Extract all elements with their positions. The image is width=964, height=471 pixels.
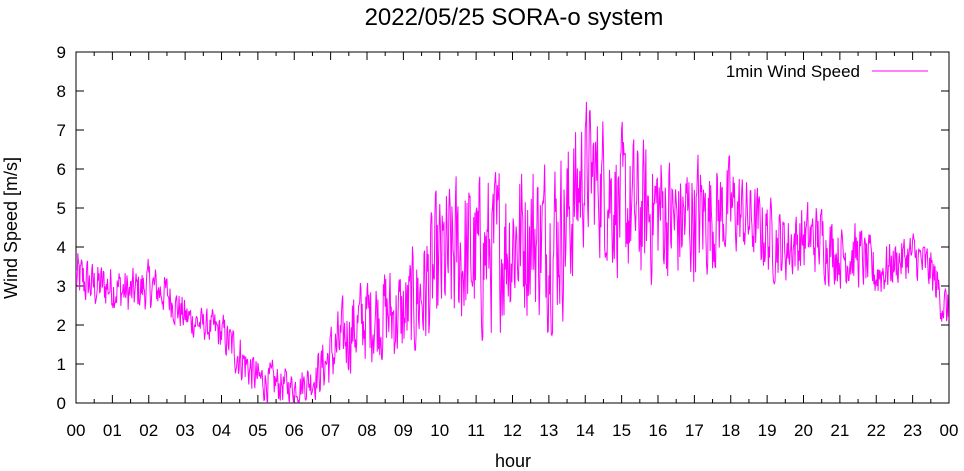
- x-tick-label: 02: [139, 421, 158, 440]
- x-tick-label: 03: [176, 421, 195, 440]
- x-tick-label: 05: [248, 421, 267, 440]
- legend: 1min Wind Speed: [726, 62, 928, 81]
- x-tick-label: 04: [212, 421, 231, 440]
- x-tick-label: 09: [394, 421, 413, 440]
- x-tick-label: 17: [685, 421, 704, 440]
- y-tick-label: 0: [57, 394, 66, 413]
- series-line-1min-wind-speed: [76, 101, 949, 403]
- x-axis-title: hour: [495, 451, 531, 471]
- x-tick-label: 08: [358, 421, 377, 440]
- x-tick-label: 20: [794, 421, 813, 440]
- y-tick-labels: 0 1 2 3 4 5 6 7 8 9: [57, 43, 66, 413]
- y-tick-label: 4: [57, 238, 66, 257]
- x-tick-label: 12: [503, 421, 522, 440]
- x-tick-label: 11: [467, 421, 485, 440]
- chart-title: 2022/05/25 SORA-o system: [365, 4, 664, 31]
- x-tick-label: 10: [430, 421, 449, 440]
- y-tick-label: 9: [57, 43, 66, 62]
- x-tick-label: 19: [758, 421, 777, 440]
- x-tick-label: 00: [940, 421, 959, 440]
- x-tick-label: 06: [285, 421, 304, 440]
- x-tick-label: 22: [867, 421, 886, 440]
- y-tick-label: 5: [57, 199, 66, 218]
- x-tick-label: 01: [103, 421, 122, 440]
- y-axis-title: Wind Speed [m/s]: [1, 157, 21, 299]
- y-tick-label: 6: [57, 160, 66, 179]
- x-tick-label: 23: [903, 421, 922, 440]
- y-axis-title-group: Wind Speed [m/s]: [1, 157, 21, 299]
- y-tick-label: 8: [57, 82, 66, 101]
- x-tick-label: 14: [576, 421, 595, 440]
- y-tick-label: 7: [57, 121, 66, 140]
- y-tick-label: 3: [57, 277, 66, 296]
- x-tick-label: 16: [649, 421, 668, 440]
- y-tick-label: 1: [57, 355, 66, 374]
- x-tick-label: 00: [67, 421, 86, 440]
- x-tick-label: 18: [721, 421, 740, 440]
- y-tick-label: 2: [57, 316, 66, 335]
- x-tick-label: 07: [321, 421, 340, 440]
- x-tick-label: 13: [539, 421, 558, 440]
- x-tick-labels: 00 01 02 03 04 05 06 07 08 09 10 11 12 13 14 15 16 17 18 19…: [67, 421, 959, 440]
- x-tick-label: 15: [612, 421, 631, 440]
- x-tick-label: 21: [830, 421, 849, 440]
- legend-label: 1min Wind Speed: [726, 62, 860, 81]
- axis-ticks: [75, 51, 950, 404]
